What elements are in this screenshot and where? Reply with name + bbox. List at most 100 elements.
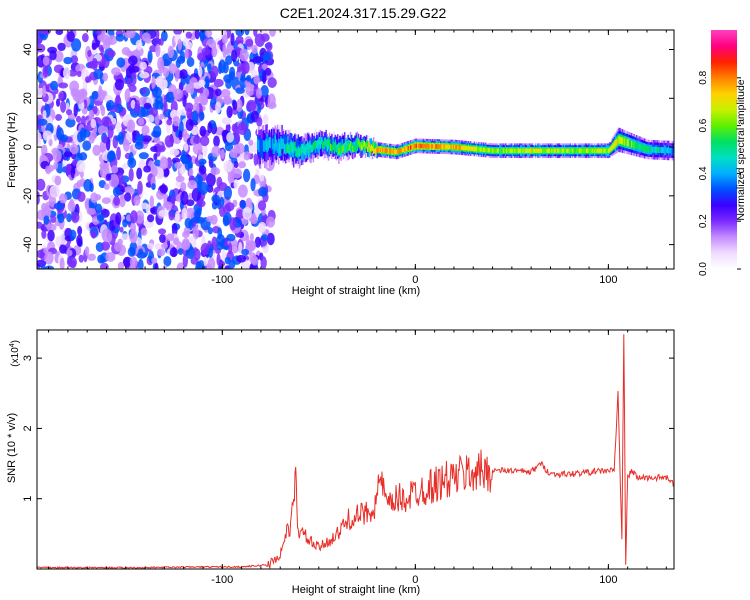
spectrogram-ridge-cell [345, 138, 347, 150]
spectrogram-noise-cell [256, 116, 263, 127]
spectrogram-noise-cell [167, 45, 175, 59]
spectrogram-ridge-cell [323, 141, 325, 149]
spectrogram-ridge-cell [367, 140, 369, 150]
spectrogram-noise-cell [49, 185, 60, 198]
spectrogram-ridge-cell [533, 148, 536, 153]
spectrogram-ridge-cell [661, 147, 663, 154]
spectrogram-ridge-cell [412, 144, 414, 150]
spectrogram-noise-cell [249, 240, 256, 250]
spectrogram-noise-cell [220, 88, 231, 98]
spectrogram-noise-cell [137, 258, 144, 269]
spectrogram-ridge-cell [507, 148, 509, 153]
spectrogram-ridge-cell [301, 145, 303, 161]
spectrogram-noise-cell [246, 99, 257, 112]
spectrogram-ridge-cell [530, 148, 532, 153]
spectrogram-ridge-cell [442, 144, 444, 149]
spectrogram-noise-cell [91, 42, 97, 51]
spectrogram-noise-cell [206, 172, 216, 187]
spectrogram-noise-cell [226, 233, 236, 242]
spectrogram-noise-cell [211, 65, 219, 78]
spectrogram-noise-cell [193, 210, 201, 219]
spectrogram-ridge-cell [363, 145, 366, 155]
spectrogram-ridge-cell [496, 148, 499, 153]
spectrogram-noise-cell [237, 184, 248, 198]
spectrogram-ridge-cell [280, 138, 282, 156]
spectrogram-ridge-cell [429, 144, 432, 149]
spectrogram-noise-cell [183, 226, 191, 236]
spectrogram-noise-cell [66, 213, 72, 223]
spectrogram-noise-cell [184, 102, 194, 113]
spectrogram-ridge-cell [452, 144, 455, 150]
spectrogram-noise-cell [234, 130, 240, 145]
spectrogram-ridge-cell [560, 148, 562, 153]
spectrogram-noise-cell [106, 150, 115, 163]
spectrogram-ridge-cell [306, 141, 309, 150]
spectrogram-ridge-cell [399, 148, 402, 154]
spectrogram-noise-cell [162, 264, 167, 269]
spectrogram-noise-cell [42, 64, 49, 78]
spectrogram-ridge-cell [419, 143, 421, 149]
spectrogram-ridge-cell [671, 147, 674, 154]
spectrogram-ridge-cell [265, 138, 267, 150]
spectrogram-noise-cell [149, 195, 155, 209]
spectrogram-ridge-cell [581, 148, 583, 153]
spectrogram-ridge-cell [672, 147, 674, 154]
spectrogram-ridge-cell [489, 148, 492, 153]
spectrogram-ridge-cell [378, 147, 381, 152]
spectrogram-ridge-cell [281, 138, 283, 149]
spectrogram-ridge-cell [387, 148, 390, 154]
spectrogram-noise-cell [100, 105, 106, 117]
spectrogram-ridge-cell [647, 146, 649, 153]
spectrogram-noise-cell [226, 105, 233, 119]
spectrogram-ridge-cell [328, 142, 331, 156]
spectrogram-noise-cell [140, 227, 148, 237]
x-tick-label: 0 [412, 574, 418, 586]
spectrogram-ridge-cell [617, 137, 619, 145]
spectrogram-noise-cell [37, 178, 46, 191]
spectrogram-ridge-cell [543, 148, 545, 153]
spectrogram-ridge-cell [554, 148, 557, 153]
spectrogram-noise-cell [232, 100, 238, 111]
spectrogram-ridge-cell [532, 148, 535, 153]
spectrogram-noise-cell [223, 74, 233, 83]
spectrogram-noise-cell [122, 163, 129, 170]
spectrogram-noise-cell [103, 183, 110, 190]
spectrogram-ridge-cell [313, 140, 316, 149]
spectrogram-noise-cell [60, 134, 69, 143]
colorbar-label: Normalized spectral amplitude [735, 79, 747, 220]
spectrogram-ridge-cell [264, 140, 266, 152]
spectrogram-ridge-cell [658, 147, 661, 153]
spectrogram-ridge-cell [418, 143, 420, 149]
spectrogram-ridge-cell [459, 145, 462, 150]
spectrogram-noise-cell [176, 55, 186, 64]
spectrogram-ridge-cell [551, 148, 553, 153]
spectrogram-ridge-cell [319, 141, 322, 149]
spectrogram-noise-cell [114, 78, 125, 91]
spectrogram-ridge-cell [296, 148, 298, 158]
spectrogram-noise-cell [55, 30, 64, 36]
spectrogram-noise-cell [189, 81, 195, 95]
spectrogram-noise-cell [253, 153, 258, 166]
spectrogram-ridge-cell [427, 144, 429, 149]
spectrogram-ridge-cell [635, 142, 638, 149]
spectrogram-ridge-cell [303, 145, 305, 155]
spectrogram-noise-cell [192, 225, 199, 240]
spectrogram-ridge-cell [283, 134, 286, 151]
spectrogram-ridge-cell [566, 148, 568, 153]
spectrogram-ridge-cell [662, 147, 664, 154]
spectrogram-ridge-cell [529, 148, 531, 153]
spectrogram-ridge-cell [623, 137, 625, 145]
spectrogram-ridge-cell [372, 142, 375, 151]
x-tick-label: 0 [412, 274, 418, 286]
spectrogram-noise-cell [76, 159, 86, 173]
spectrogram-noise-cell [151, 37, 162, 47]
spectrogram-noise-cell [196, 199, 206, 208]
spectrogram-ridge-cell [401, 147, 404, 153]
spectrogram-ridge-cell [374, 141, 376, 150]
spectrogram-noise-cell [198, 79, 206, 87]
spectrogram-ridge-cell [413, 144, 415, 149]
spectrogram-ridge-cell [518, 148, 521, 153]
spectrogram-noise-cell [168, 63, 177, 74]
spectrogram-ridge-cell [385, 148, 388, 153]
y-tick-label: -40 [22, 237, 34, 253]
